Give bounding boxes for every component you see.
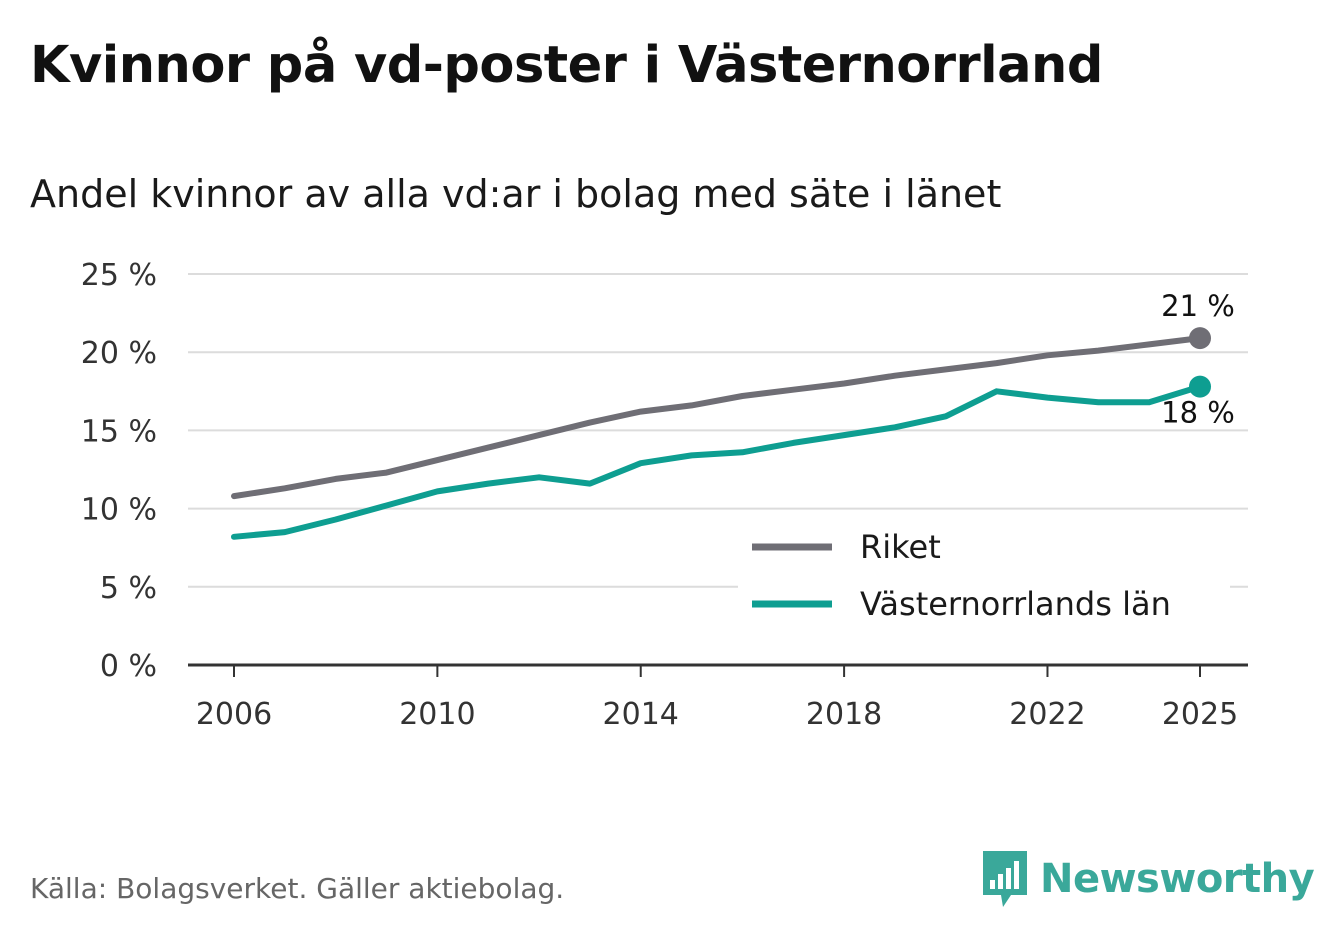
y-tick-label-20: 20 %	[81, 336, 157, 371]
series-line-riket	[231, 335, 1203, 500]
y-tick-label-25: 25 %	[81, 258, 157, 293]
x-tick-label-2018: 2018	[806, 697, 882, 732]
series-line-västernorrlands-län	[231, 383, 1203, 540]
y-tick-label-15: 15 %	[81, 414, 157, 449]
chart-subtitle: Andel kvinnor av alla vd:ar i bolag med …	[30, 172, 1002, 216]
legend-label-riket: Riket	[860, 528, 941, 566]
series-lines	[231, 327, 1211, 540]
end-labels: 21 % 18 %	[1161, 289, 1235, 429]
end-label-västernorrlands-län: 18 %	[1161, 396, 1235, 430]
x-tick-label-2022: 2022	[1009, 697, 1085, 732]
end-label-riket: 21 %	[1161, 289, 1235, 323]
y-tick-label-10: 10 %	[81, 493, 157, 528]
x-tick-label-2006: 2006	[196, 697, 272, 732]
brand-name: Newsworthy	[1040, 856, 1315, 902]
source-note: Källa: Bolagsverket. Gäller aktiebolag.	[30, 872, 565, 905]
newsworthy-logo: Newsworthy	[980, 848, 1315, 910]
x-tick-label-2014: 2014	[603, 697, 679, 732]
y-axis-ticks: 0 % 5 % 10 % 15 % 20 % 25 %	[81, 258, 157, 684]
legend-label-västernorrlands-län: Västernorrlands län	[860, 585, 1171, 623]
y-tick-label-0: 0 %	[100, 649, 157, 684]
x-axis-ticks: 2006 2010 2014 2018 2022 2025	[196, 665, 1238, 732]
legend-background	[738, 524, 1230, 636]
legend: Riket Västernorrlands län	[738, 524, 1230, 636]
chart-title: Kvinnor på vd-poster i Västernorrland	[30, 36, 1103, 95]
y-tick-label-5: 5 %	[100, 571, 157, 606]
end-marker-riket	[1189, 327, 1211, 350]
end-marker-västernorrlands-län	[1189, 375, 1211, 398]
brand-chart-icon	[983, 851, 1027, 907]
x-tick-label-2025: 2025	[1162, 697, 1238, 732]
x-tick-label-2010: 2010	[399, 697, 475, 732]
